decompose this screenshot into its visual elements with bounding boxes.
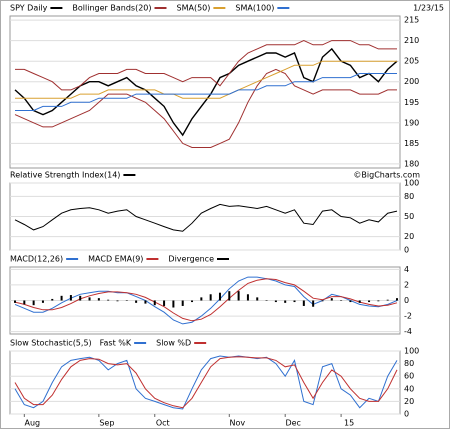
divergence-bar <box>116 300 119 302</box>
series-line <box>14 356 398 409</box>
legend-label: SPY Daily <box>10 4 48 13</box>
series-line <box>15 73 397 111</box>
y-tick-label: 215 <box>404 16 419 25</box>
x-tick-label: Nov <box>229 419 245 428</box>
divergence-bar <box>144 300 147 304</box>
annotation: ©BigCharts.com <box>353 171 420 180</box>
y-tick-label: -4 <box>404 327 412 336</box>
divergence-bar <box>23 300 26 305</box>
legend-label: MACD EMA(9) <box>88 255 143 264</box>
divergence-bar <box>79 295 82 301</box>
y-tick-label: 0 <box>404 246 409 255</box>
divergence-bar <box>377 300 380 302</box>
y-tick-label: 200 <box>404 77 419 86</box>
y-tick-label: 20 <box>404 232 414 241</box>
y-tick-label: 0 <box>404 296 409 305</box>
divergence-bar <box>386 299 389 301</box>
series-line <box>14 278 398 322</box>
series-line <box>15 40 397 91</box>
y-tick-label: 100 <box>404 347 419 356</box>
divergence-bar <box>163 300 166 306</box>
legend-label: Slow %D <box>156 339 191 348</box>
panel <box>9 15 401 169</box>
divergence-bar <box>14 300 16 303</box>
legend-label: SMA(100) <box>235 4 274 13</box>
legend-label: Relative Strength Index(14) <box>10 171 120 180</box>
divergence-bar <box>349 300 352 303</box>
x-tick-label: Dec <box>285 419 300 428</box>
divergence-bar <box>125 300 128 301</box>
divergence-bar <box>293 300 296 303</box>
legend-label: Bollinger Bands(20) <box>72 4 151 13</box>
divergence-bar <box>97 298 100 301</box>
divergence-bar <box>153 300 156 306</box>
y-tick-label: 20 <box>404 397 414 406</box>
y-tick-label: 180 <box>404 159 419 168</box>
y-tick-label: 100 <box>404 179 419 188</box>
y-tick-label: 80 <box>404 359 414 368</box>
divergence-bar <box>274 300 277 303</box>
y-tick-label: 0 <box>404 410 409 419</box>
legend-label: Fast %K <box>100 339 132 348</box>
date-label: 1/23/15 <box>413 4 444 13</box>
divergence-bar <box>256 297 259 301</box>
divergence-bar <box>172 300 175 308</box>
x-tick-label: Sep <box>99 419 114 428</box>
divergence-bar <box>191 300 194 303</box>
divergence-bar <box>228 291 231 301</box>
divergence-bar <box>200 297 203 301</box>
divergence-bar <box>41 300 44 303</box>
series-line <box>14 203 398 232</box>
legend-label: SMA(50) <box>177 4 211 13</box>
y-tick-label: 80 <box>404 192 414 201</box>
legend-label: Divergence <box>168 255 214 264</box>
series-line <box>15 60 397 99</box>
divergence-bar <box>51 298 54 301</box>
y-tick-label: 190 <box>404 118 419 127</box>
divergence-bar <box>302 300 305 306</box>
series-line <box>14 276 398 325</box>
divergence-bar <box>107 299 110 301</box>
divergence-bar <box>358 300 361 303</box>
divergence-bar <box>321 300 324 302</box>
divergence-bar <box>340 300 343 301</box>
divergence-bar <box>265 300 268 301</box>
divergence-bar <box>60 295 63 301</box>
divergence-bar <box>330 298 333 301</box>
divergence-bar <box>218 292 221 301</box>
y-tick-label: 205 <box>404 57 419 66</box>
divergence-bar <box>209 294 212 301</box>
y-tick-label: 195 <box>404 98 419 107</box>
divergence-bar <box>396 298 398 301</box>
y-tick-label: 4 <box>404 265 409 274</box>
y-tick-label: 40 <box>404 384 414 393</box>
series-line <box>14 68 397 148</box>
y-tick-label: -2 <box>404 312 412 321</box>
x-tick-label: Oct <box>156 419 170 428</box>
panel-title: Slow Stochastic(5,5) <box>10 339 92 348</box>
x-tick-label: Aug <box>25 419 41 428</box>
divergence-bar <box>135 300 138 303</box>
divergence-bar <box>32 300 35 306</box>
y-tick-label: 60 <box>404 372 414 381</box>
divergence-bar <box>368 300 371 303</box>
divergence-bar <box>181 300 184 306</box>
divergence-bar <box>69 295 72 301</box>
series-line <box>14 47 398 137</box>
y-tick-label: 185 <box>404 139 419 148</box>
legend-label: MACD(12,26) <box>10 255 63 264</box>
divergence-bar <box>284 300 287 303</box>
y-tick-label: 2 <box>404 280 409 289</box>
divergence-bar <box>246 294 249 301</box>
divergence-bar <box>312 300 315 307</box>
y-tick-label: 210 <box>404 36 419 45</box>
divergence-bar <box>88 297 91 301</box>
divergence-bar <box>237 291 240 301</box>
x-tick-label: 15 <box>344 419 354 428</box>
y-tick-label: 50 <box>404 212 414 221</box>
series-line <box>14 355 398 410</box>
